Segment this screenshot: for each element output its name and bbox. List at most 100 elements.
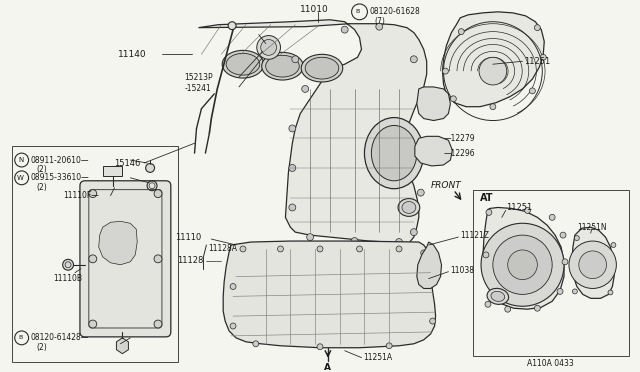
Circle shape <box>376 23 383 30</box>
Circle shape <box>89 190 97 198</box>
Circle shape <box>611 243 616 247</box>
Circle shape <box>289 204 296 211</box>
Text: —12279: —12279 <box>444 134 475 143</box>
Text: FRONT: FRONT <box>431 181 461 190</box>
Text: (2): (2) <box>36 343 47 352</box>
Circle shape <box>431 279 436 285</box>
Circle shape <box>410 229 417 235</box>
Polygon shape <box>417 242 442 288</box>
Circle shape <box>534 305 540 311</box>
Text: A110A 0433: A110A 0433 <box>527 359 574 368</box>
Circle shape <box>451 96 456 102</box>
Circle shape <box>529 88 536 94</box>
Text: 11251A: 11251A <box>364 353 392 362</box>
Circle shape <box>608 290 613 295</box>
Text: B: B <box>19 336 23 340</box>
Circle shape <box>89 320 97 328</box>
Circle shape <box>505 306 511 312</box>
Circle shape <box>486 209 492 215</box>
Circle shape <box>341 26 348 33</box>
Circle shape <box>572 289 577 294</box>
Circle shape <box>253 341 259 347</box>
Circle shape <box>230 323 236 329</box>
Circle shape <box>351 238 358 244</box>
Circle shape <box>574 235 579 241</box>
Text: 11251: 11251 <box>506 203 532 212</box>
Text: W: W <box>17 175 24 181</box>
Circle shape <box>154 255 162 263</box>
Circle shape <box>534 25 540 31</box>
Ellipse shape <box>262 52 303 80</box>
Circle shape <box>230 283 236 289</box>
Circle shape <box>458 29 464 35</box>
Polygon shape <box>417 87 451 121</box>
Circle shape <box>562 259 568 265</box>
Text: 08120-61428—: 08120-61428— <box>31 333 89 342</box>
Text: -15241: -15241 <box>185 84 211 93</box>
Ellipse shape <box>266 55 300 77</box>
Circle shape <box>481 223 564 306</box>
Circle shape <box>549 214 555 220</box>
Circle shape <box>508 250 538 280</box>
Text: AT: AT <box>480 193 493 203</box>
Ellipse shape <box>487 288 509 304</box>
Circle shape <box>490 104 496 110</box>
Circle shape <box>89 255 97 263</box>
Circle shape <box>420 250 427 256</box>
Text: 15146: 15146 <box>114 158 140 167</box>
Circle shape <box>154 190 162 198</box>
Circle shape <box>420 95 427 102</box>
Ellipse shape <box>398 199 420 217</box>
Ellipse shape <box>305 57 339 79</box>
Text: 11010: 11010 <box>300 5 329 15</box>
Text: 11140: 11140 <box>118 50 146 59</box>
Polygon shape <box>572 227 614 298</box>
Circle shape <box>228 22 236 30</box>
Text: A: A <box>324 363 332 372</box>
Ellipse shape <box>301 54 343 82</box>
Circle shape <box>396 246 402 252</box>
Circle shape <box>146 164 154 172</box>
Polygon shape <box>483 208 564 309</box>
Text: 08911-20610—: 08911-20610— <box>31 155 89 164</box>
Circle shape <box>278 246 284 252</box>
Circle shape <box>356 246 362 252</box>
Ellipse shape <box>226 53 260 75</box>
Circle shape <box>485 301 491 307</box>
Circle shape <box>317 344 323 350</box>
Circle shape <box>569 241 616 288</box>
Circle shape <box>557 288 563 294</box>
Circle shape <box>240 246 246 252</box>
Circle shape <box>493 235 552 294</box>
Circle shape <box>579 251 607 279</box>
Polygon shape <box>198 20 427 243</box>
Text: —12296: —12296 <box>444 149 475 158</box>
Text: N: N <box>18 157 23 163</box>
Text: 15213P: 15213P <box>185 73 213 81</box>
Circle shape <box>292 56 299 63</box>
Circle shape <box>396 238 403 246</box>
Circle shape <box>307 234 314 241</box>
Circle shape <box>410 56 417 63</box>
Circle shape <box>154 320 162 328</box>
Circle shape <box>289 164 296 171</box>
Circle shape <box>483 252 489 258</box>
Circle shape <box>429 318 436 324</box>
Circle shape <box>479 57 507 85</box>
Text: B: B <box>355 9 360 15</box>
Text: (7): (7) <box>374 17 385 26</box>
Text: 11038: 11038 <box>451 266 474 275</box>
Text: 11251: 11251 <box>525 57 551 66</box>
Text: 08120-61628: 08120-61628 <box>369 7 420 16</box>
Circle shape <box>417 189 424 196</box>
Circle shape <box>301 86 308 92</box>
Polygon shape <box>415 136 452 166</box>
Polygon shape <box>99 221 137 265</box>
Circle shape <box>386 343 392 349</box>
Polygon shape <box>442 12 544 107</box>
FancyBboxPatch shape <box>80 181 171 337</box>
Circle shape <box>317 246 323 252</box>
Circle shape <box>442 68 449 74</box>
Circle shape <box>289 125 296 132</box>
Ellipse shape <box>364 118 424 189</box>
